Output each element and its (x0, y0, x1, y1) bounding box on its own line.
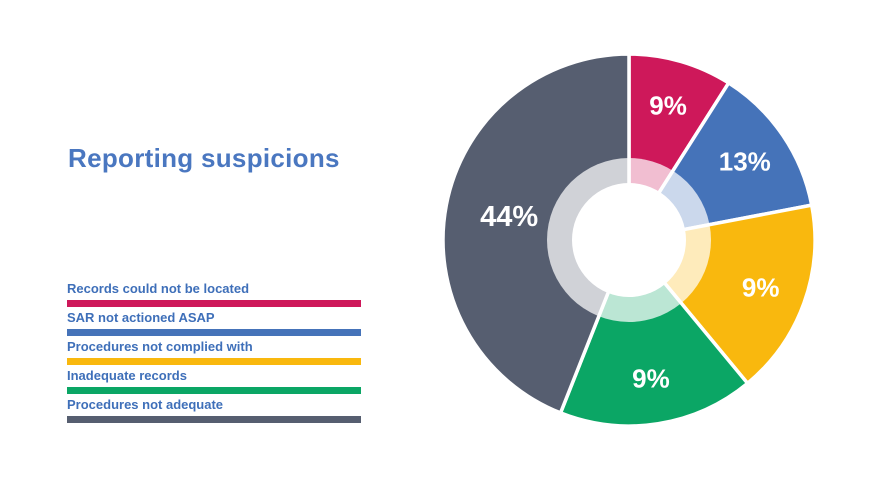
legend-item: Inadequate records (67, 368, 361, 394)
page-title: Reporting suspicions (68, 143, 340, 173)
slice-value-label: 9% (649, 91, 687, 121)
legend-item: Procedures not complied with (67, 339, 361, 365)
legend-item: Records could not be located (67, 281, 361, 307)
legend-label: Inadequate records (67, 368, 187, 383)
donut-segment-3 (558, 238, 750, 428)
legend-item: Procedures not adequate (67, 397, 361, 423)
slice-value-label: 13% (719, 146, 771, 176)
legend-bar (67, 387, 361, 394)
donut-segment-4 (441, 52, 631, 415)
slice-value-label: 9% (742, 272, 780, 302)
legend-bar (67, 300, 361, 307)
legend-item: SAR not actioned ASAP (67, 310, 361, 336)
legend-label: Records could not be located (67, 281, 250, 296)
legend-bar (67, 329, 361, 336)
legend-bar (67, 416, 361, 423)
donut-hole (572, 183, 686, 297)
legend-label: Procedures not adequate (67, 397, 224, 412)
slice-value-label: 9% (632, 363, 670, 393)
legend-bar (67, 358, 361, 365)
legend-label: SAR not actioned ASAP (67, 310, 215, 325)
slice-value-label: 44% (480, 201, 538, 233)
legend: Records could not be located SAR not acti… (67, 281, 361, 426)
legend-label: Procedures not complied with (67, 339, 253, 354)
